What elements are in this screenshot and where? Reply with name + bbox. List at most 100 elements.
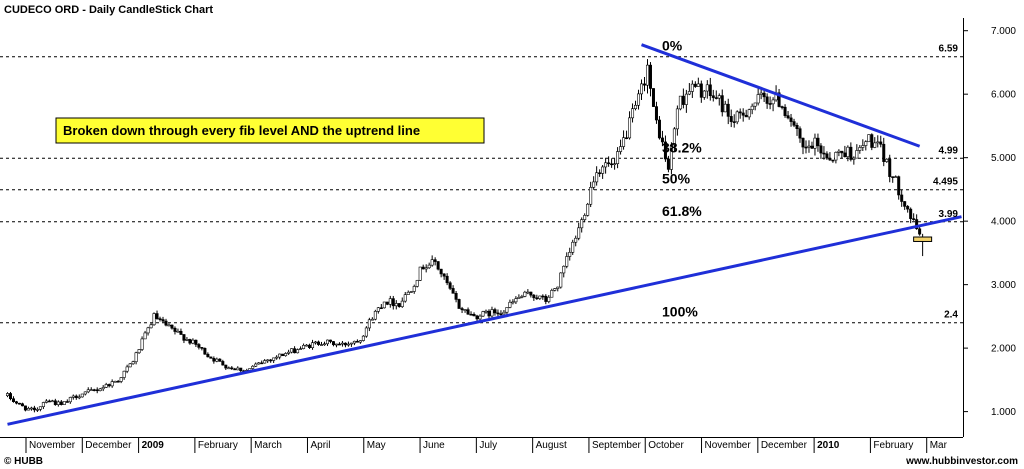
candle-body	[266, 359, 270, 362]
candle	[864, 140, 868, 151]
candle-body	[346, 343, 350, 346]
candle	[795, 122, 799, 136]
candle-body	[562, 265, 566, 274]
candle-body	[837, 150, 841, 153]
candle	[272, 357, 276, 363]
candle	[702, 90, 706, 100]
candle	[104, 382, 108, 388]
candle-body	[738, 111, 742, 114]
candle-body	[26, 408, 30, 411]
candle	[53, 398, 57, 406]
candle-body	[484, 310, 488, 313]
candle	[149, 323, 153, 329]
candle	[619, 139, 623, 155]
candle	[430, 255, 434, 267]
candle-body	[819, 145, 823, 154]
chart-title: CUDECO ORD - Daily CandleStick Chart	[4, 4, 213, 16]
candle	[32, 405, 36, 413]
candle	[101, 385, 105, 392]
x-tick-label: Mar	[930, 440, 948, 451]
candle-body	[831, 159, 835, 162]
candle	[484, 309, 488, 314]
candle-body	[305, 344, 309, 347]
candle-body	[678, 95, 682, 110]
candle-body	[254, 363, 258, 367]
x-tick-label: November	[705, 440, 752, 451]
candle	[481, 310, 485, 317]
candle	[738, 108, 742, 119]
x-tick-label: September	[592, 440, 642, 451]
candle	[909, 207, 913, 224]
candle	[595, 166, 599, 186]
candle	[577, 222, 581, 241]
x-tick-label: April	[310, 440, 330, 451]
x-tick-label: March	[254, 440, 282, 451]
candle-body	[65, 401, 69, 403]
candle-body	[903, 201, 907, 207]
fib-value-label: 4.99	[939, 145, 959, 156]
candle	[191, 338, 195, 345]
candle-body	[53, 400, 57, 405]
candle-body	[732, 121, 736, 123]
candle-body	[20, 403, 24, 407]
candle-body	[212, 358, 216, 362]
candle-body	[197, 344, 201, 348]
candle-body	[409, 291, 413, 293]
candle-body	[314, 341, 318, 344]
candle	[786, 111, 790, 120]
candle	[119, 377, 123, 384]
candle	[690, 80, 694, 98]
candle	[553, 288, 557, 292]
candle	[86, 387, 90, 394]
candle	[571, 239, 575, 255]
candle-body	[146, 327, 150, 334]
candle	[816, 133, 820, 152]
candle-body	[11, 398, 15, 402]
candle-body	[23, 405, 27, 411]
candle-body	[690, 83, 694, 92]
candle-body	[792, 121, 796, 126]
fib-value-label: 3.99	[939, 209, 959, 220]
candle-body	[861, 145, 865, 148]
candle-body	[613, 163, 617, 165]
candle-body	[843, 152, 847, 158]
candle-body	[735, 111, 739, 123]
candle-body	[885, 158, 889, 162]
candle-body	[41, 402, 45, 408]
candle-body	[388, 298, 392, 305]
candle-body	[101, 387, 105, 390]
candle-body	[77, 396, 81, 399]
candle-body	[855, 150, 859, 159]
candle	[589, 181, 593, 208]
candle	[681, 88, 685, 109]
candle-body	[269, 359, 273, 362]
candle-body	[541, 295, 545, 298]
candle-body	[44, 400, 48, 403]
candle	[340, 340, 344, 347]
candle-body	[780, 106, 784, 108]
candle-body	[640, 83, 644, 95]
candle	[598, 169, 602, 177]
x-tick-label: December	[85, 440, 132, 451]
candle	[747, 108, 751, 120]
copyright-text: © HUBB	[4, 456, 43, 467]
candle-body	[912, 218, 916, 220]
candle-body	[200, 347, 204, 349]
candle	[726, 98, 730, 125]
candle-body	[720, 95, 724, 113]
candle-body	[403, 294, 407, 302]
candle-body	[642, 83, 646, 86]
candle-body	[795, 124, 799, 130]
candle-body	[382, 301, 386, 309]
fib-pct-label: 0%	[662, 38, 683, 54]
candle	[224, 364, 228, 371]
candle	[849, 142, 853, 162]
candle	[59, 400, 63, 406]
x-tick-label: November	[29, 440, 76, 451]
candle	[221, 359, 225, 366]
candle-body	[257, 362, 261, 365]
candle-body	[95, 389, 99, 392]
candle	[454, 290, 458, 303]
candle	[457, 298, 461, 309]
candle	[580, 217, 584, 233]
